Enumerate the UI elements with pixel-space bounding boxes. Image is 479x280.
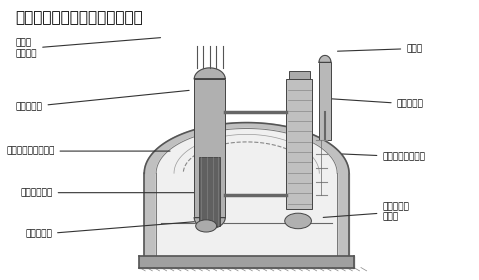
Text: （格納容器内の主な対象設備）: （格納容器内の主な対象設備） (16, 10, 143, 25)
Text: １次冷却材管: １次冷却材管 (21, 188, 204, 197)
Polygon shape (319, 55, 331, 62)
Polygon shape (156, 173, 337, 255)
Polygon shape (144, 173, 349, 256)
Text: 低圧電力ケーブル: 低圧電力ケーブル (342, 152, 425, 161)
Text: 炉内構造物: 炉内構造物 (25, 221, 208, 239)
Bar (286, 79, 312, 209)
Polygon shape (194, 68, 225, 79)
Text: １次冷却材
ポンプ: １次冷却材 ポンプ (323, 202, 409, 222)
Text: 蒸気発生器: 蒸気発生器 (328, 99, 423, 108)
Text: 原子炉
格納容器: 原子炉 格納容器 (16, 38, 160, 58)
Polygon shape (139, 256, 354, 267)
Polygon shape (194, 218, 225, 229)
Bar (194, 79, 225, 218)
Text: 加圧器: 加圧器 (338, 44, 422, 53)
Polygon shape (144, 123, 349, 173)
Bar (288, 71, 310, 79)
Circle shape (196, 220, 217, 232)
Bar (199, 157, 220, 226)
Text: コンクリート構造物: コンクリート構造物 (6, 147, 170, 156)
Bar (319, 62, 331, 140)
Polygon shape (156, 129, 337, 173)
Circle shape (285, 213, 311, 229)
Text: 原子炉容器: 原子炉容器 (16, 90, 189, 111)
